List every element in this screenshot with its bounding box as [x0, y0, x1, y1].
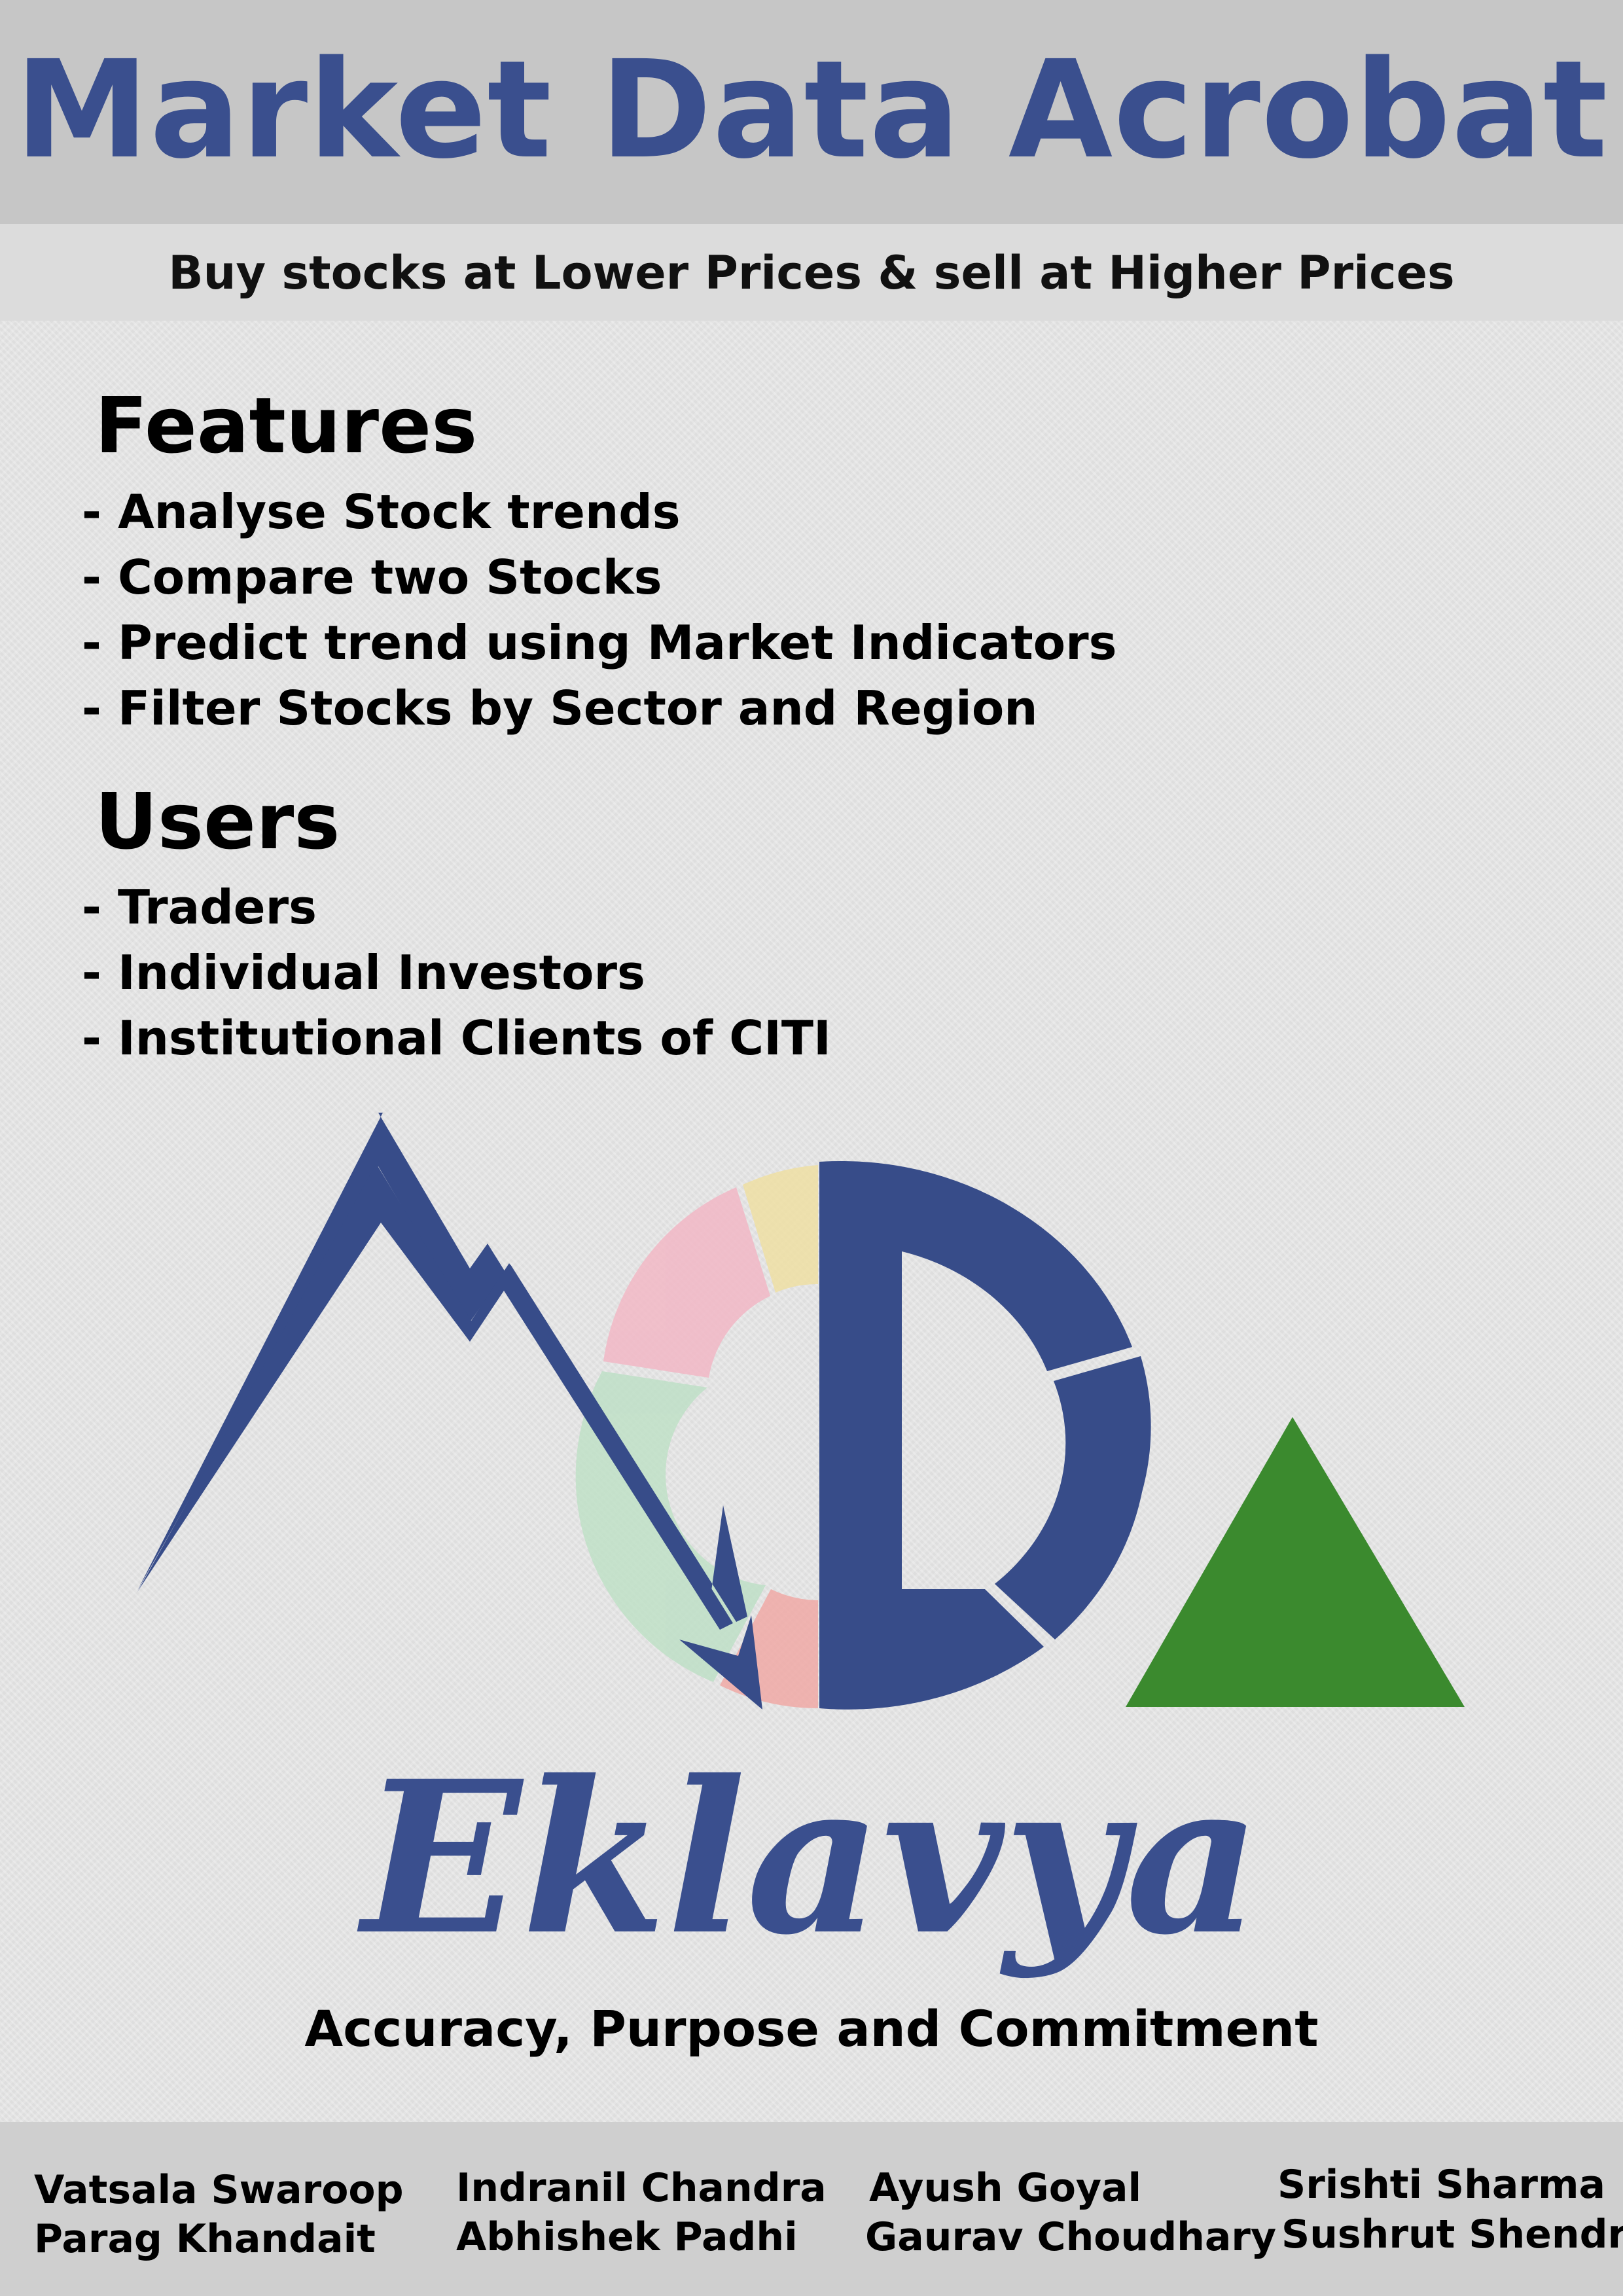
team-member: Srishti Sharma	[1277, 2162, 1605, 2208]
feature-item: - Filter Stocks by Sector and Region	[82, 681, 1038, 736]
arrow-m-body	[137, 1164, 733, 1630]
user-item: - Institutional Clients of CITI	[82, 1011, 831, 1066]
feature-item: - Predict trend using Market Indicators	[82, 615, 1117, 670]
ring-segment-pink	[603, 1187, 770, 1378]
brand-motto: Accuracy, Purpose and Commitment	[304, 2000, 1319, 2058]
team-member: Abhishek Padhi	[456, 2214, 798, 2260]
feature-item: - Compare two Stocks	[82, 550, 662, 605]
letter-d-bottom	[819, 1589, 1044, 1710]
team-member: Gaurav Choudhary	[865, 2214, 1277, 2260]
user-item: - Traders	[82, 880, 317, 935]
footer-band	[0, 2122, 1623, 2296]
team-member: Parag Khandait	[34, 2216, 376, 2262]
team-member: Vatsala Swaroop	[34, 2167, 404, 2213]
letter-d-right	[995, 1356, 1151, 1640]
arrow-m	[137, 1113, 762, 1710]
ring-segment-yellow	[743, 1165, 818, 1293]
features-list: - Analyse Stock trends - Compare two Sto…	[82, 479, 1117, 741]
brand-name: Eklavya	[362, 1736, 1261, 1981]
title-band	[0, 0, 1623, 224]
tagline: Buy stocks at Lower Prices & sell at Hig…	[168, 246, 1455, 300]
features-heading: Features	[95, 380, 478, 471]
feature-item: - Analyse Stock trends	[82, 484, 681, 539]
letter-d	[819, 1160, 1151, 1710]
green-triangle-icon	[1126, 1417, 1465, 1707]
page-title: Market Data Acrobat	[14, 31, 1609, 188]
team-member: Indranil Chandra	[456, 2165, 827, 2211]
team-member: Sushrut Shendre	[1281, 2212, 1623, 2257]
team-member: Ayush Goyal	[869, 2165, 1142, 2211]
letter-d-upper	[819, 1160, 1132, 1708]
arrow-m-stroke	[137, 1113, 747, 1622]
arrow-head	[679, 1615, 762, 1710]
users-list: - Traders - Individual Investors - Insti…	[82, 874, 831, 1071]
mda-logo-icon	[137, 1113, 1465, 1710]
users-heading: Users	[95, 776, 340, 867]
tagline-band	[0, 224, 1623, 321]
user-item: - Individual Investors	[82, 945, 645, 1000]
